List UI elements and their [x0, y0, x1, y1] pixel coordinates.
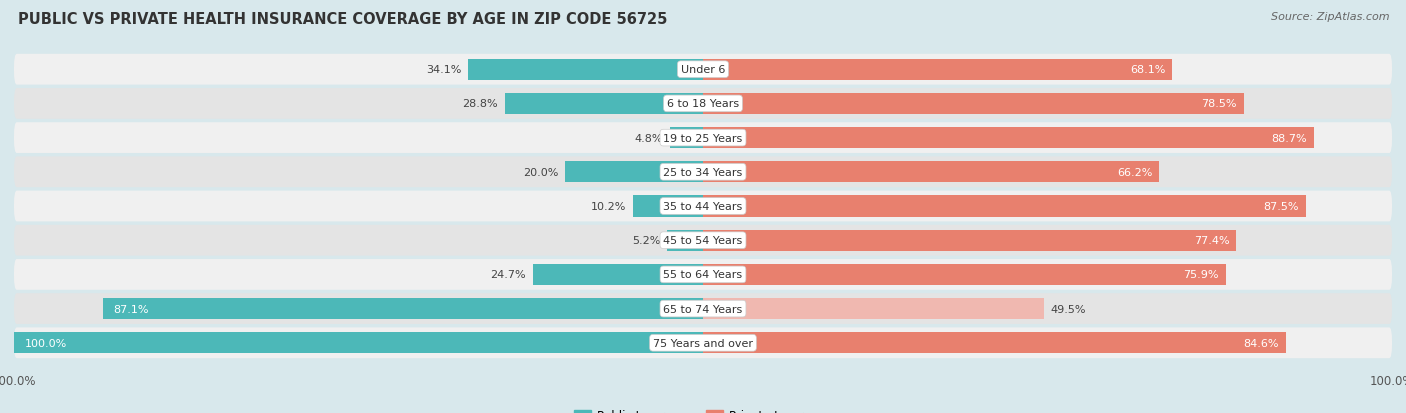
Text: 78.5%: 78.5% — [1202, 99, 1237, 109]
Bar — [703, 298, 1045, 319]
Text: 55 to 64 Years: 55 to 64 Years — [664, 270, 742, 280]
Bar — [14, 332, 703, 354]
Text: 25 to 34 Years: 25 to 34 Years — [664, 167, 742, 177]
Text: 28.8%: 28.8% — [463, 99, 498, 109]
Text: 34.1%: 34.1% — [426, 65, 461, 75]
Text: 77.4%: 77.4% — [1194, 236, 1229, 246]
Text: PUBLIC VS PRIVATE HEALTH INSURANCE COVERAGE BY AGE IN ZIP CODE 56725: PUBLIC VS PRIVATE HEALTH INSURANCE COVER… — [18, 12, 668, 27]
Bar — [703, 94, 1244, 115]
FancyBboxPatch shape — [14, 89, 1392, 119]
Text: Source: ZipAtlas.com: Source: ZipAtlas.com — [1271, 12, 1389, 22]
Legend: Public Insurance, Private Insurance: Public Insurance, Private Insurance — [569, 404, 837, 413]
Bar — [703, 264, 1226, 285]
Text: 87.1%: 87.1% — [114, 304, 149, 314]
FancyBboxPatch shape — [14, 123, 1392, 154]
Text: 6 to 18 Years: 6 to 18 Years — [666, 99, 740, 109]
Text: 19 to 25 Years: 19 to 25 Years — [664, 133, 742, 143]
Bar — [669, 128, 703, 149]
Text: 24.7%: 24.7% — [491, 270, 526, 280]
Bar — [668, 230, 703, 251]
Text: 20.0%: 20.0% — [523, 167, 558, 177]
Text: 75.9%: 75.9% — [1184, 270, 1219, 280]
Bar — [565, 162, 703, 183]
Text: 84.6%: 84.6% — [1243, 338, 1279, 348]
Text: 100.0%: 100.0% — [24, 338, 66, 348]
Bar — [468, 59, 703, 81]
Bar — [703, 128, 1315, 149]
Bar — [533, 264, 703, 285]
Bar — [505, 94, 703, 115]
FancyBboxPatch shape — [14, 157, 1392, 188]
Text: 88.7%: 88.7% — [1271, 133, 1308, 143]
Text: 45 to 54 Years: 45 to 54 Years — [664, 236, 742, 246]
Bar — [703, 162, 1159, 183]
Text: 5.2%: 5.2% — [631, 236, 661, 246]
Bar — [703, 196, 1306, 217]
FancyBboxPatch shape — [14, 55, 1392, 85]
Text: 65 to 74 Years: 65 to 74 Years — [664, 304, 742, 314]
Text: Under 6: Under 6 — [681, 65, 725, 75]
FancyBboxPatch shape — [14, 259, 1392, 290]
Text: 35 to 44 Years: 35 to 44 Years — [664, 202, 742, 211]
FancyBboxPatch shape — [14, 328, 1392, 358]
Bar — [633, 196, 703, 217]
Text: 49.5%: 49.5% — [1050, 304, 1087, 314]
Text: 75 Years and over: 75 Years and over — [652, 338, 754, 348]
Text: 10.2%: 10.2% — [591, 202, 626, 211]
FancyBboxPatch shape — [14, 294, 1392, 324]
Text: 87.5%: 87.5% — [1264, 202, 1299, 211]
Bar — [703, 230, 1236, 251]
Text: 68.1%: 68.1% — [1130, 65, 1166, 75]
Bar — [703, 332, 1286, 354]
Bar — [103, 298, 703, 319]
Text: 4.8%: 4.8% — [634, 133, 664, 143]
Text: 66.2%: 66.2% — [1116, 167, 1152, 177]
Bar — [703, 59, 1173, 81]
FancyBboxPatch shape — [14, 191, 1392, 222]
FancyBboxPatch shape — [14, 225, 1392, 256]
